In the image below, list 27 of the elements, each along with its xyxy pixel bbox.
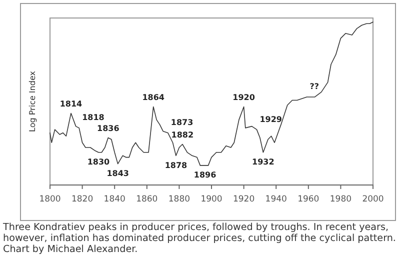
annotation: 1843 xyxy=(106,168,129,178)
annotation: 1878 xyxy=(164,160,188,170)
annotation: 1864 xyxy=(142,92,165,102)
annotation: 1873 xyxy=(170,118,194,128)
annotation: 1929 xyxy=(260,114,282,124)
y-axis-title: Log Price Index xyxy=(28,70,37,132)
x-tick-label: 1880 xyxy=(168,194,190,204)
annotation: 1882 xyxy=(171,130,194,140)
x-tick-label: 1860 xyxy=(136,194,158,204)
annotation: 1932 xyxy=(252,158,274,167)
x-tick-label: 1960 xyxy=(298,194,320,204)
annotation: 1814 xyxy=(60,99,83,108)
annotation: 1836 xyxy=(97,124,120,133)
annotation: ?? xyxy=(310,82,320,92)
x-tick-label: 1800 xyxy=(39,194,61,204)
annotation: 1818 xyxy=(82,113,105,122)
annotation: 1920 xyxy=(232,92,256,102)
x-tick-label: 1900 xyxy=(200,194,222,204)
x-tick-label: 1940 xyxy=(265,194,287,204)
x-tick-label: 1980 xyxy=(330,194,352,204)
x-tick-label: 2000 xyxy=(362,194,384,204)
annotation: 1830 xyxy=(87,158,110,167)
annotation: 1896 xyxy=(194,170,217,180)
x-tick-label: 1840 xyxy=(104,194,126,204)
text: Three Kondratiev peaks in producer prices, followed by troughs. In recent years, however, inflation has dominated producer prices, cutting off the cyclical pattern. Chart by Michael Alexander. xyxy=(3,222,397,255)
x-tick-label: 1920 xyxy=(232,194,255,204)
x-tick-label: 1820 xyxy=(71,194,94,204)
